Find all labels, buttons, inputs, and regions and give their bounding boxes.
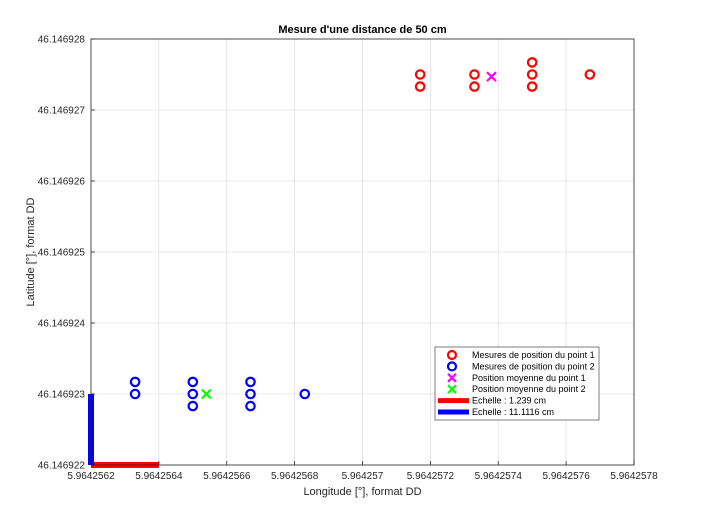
- y-tick-label: 46.146922: [38, 461, 86, 472]
- data-point: [245, 388, 256, 400]
- data-point: [187, 376, 199, 388]
- legend-label: Echelle : 1.239 cm: [472, 396, 546, 406]
- data-point: [129, 388, 141, 400]
- series-2: [129, 376, 311, 412]
- legend-box: [434, 346, 600, 421]
- y-axis-label: Latitude [°], format DD: [25, 197, 37, 306]
- y-tick-label: 46.146925: [38, 248, 86, 259]
- mean-point: [486, 71, 497, 82]
- data-point: [299, 388, 311, 400]
- x-tick-label: 5.9642566: [203, 471, 251, 482]
- chart-title: Mesure d'une distance de 50 cm: [278, 24, 447, 36]
- data-point: [469, 81, 480, 92]
- data-point: [414, 81, 426, 92]
- data-point: [526, 57, 538, 68]
- legend-label: Echelle : 11.1116 cm: [472, 407, 554, 417]
- legend-label: Mesures de position du point 1: [472, 350, 595, 360]
- x-tick-label: 5.9642572: [407, 471, 455, 482]
- legend-marker: [446, 361, 458, 372]
- data-point: [584, 69, 596, 80]
- x-tick-label: 5.9642564: [135, 471, 183, 482]
- x-tick-label: 5.964257: [342, 471, 384, 482]
- data-point: [414, 69, 426, 80]
- series-4: [201, 388, 212, 400]
- tick-labels: 5.9642562 5.9642564 5.9642566 5.9642568 5.96…: [38, 35, 658, 483]
- series-3: [486, 71, 497, 82]
- data-point: [187, 388, 199, 400]
- series-1: [414, 57, 596, 92]
- x-tick-label: 5.9642568: [271, 471, 319, 482]
- data-point: [469, 69, 480, 80]
- y-tick-label: 46.146923: [38, 390, 86, 401]
- legend-label: Position moyenne du point 2: [472, 384, 586, 394]
- x-tick-label: 5.9642576: [542, 471, 590, 482]
- legend-marker: [447, 384, 457, 394]
- data-point: [245, 376, 256, 388]
- x-axis-label: Longitude [°], format DD: [303, 486, 421, 498]
- data-point: [526, 81, 538, 92]
- mean-point: [201, 388, 212, 400]
- x-tick-label: 5.9642574: [475, 471, 523, 482]
- data-point: [526, 69, 538, 80]
- data-point: [245, 400, 256, 412]
- x-tick-label: 5.9642562: [67, 471, 115, 482]
- data-point: [129, 376, 141, 388]
- data-point: [187, 400, 199, 412]
- x-tick-label: 5.9642578: [610, 471, 658, 482]
- y-tick-label: 46.146926: [38, 177, 86, 188]
- legend-label: Mesures de position du point 2: [472, 361, 595, 371]
- y-tick-label: 46.146927: [38, 106, 86, 117]
- legend-marker: [446, 349, 458, 361]
- y-tick-label: 46.146928: [38, 35, 86, 46]
- legend-marker: [447, 373, 457, 383]
- y-tick-label: 46.146924: [38, 319, 86, 330]
- legend-label: Position moyenne du point 1: [472, 373, 586, 383]
